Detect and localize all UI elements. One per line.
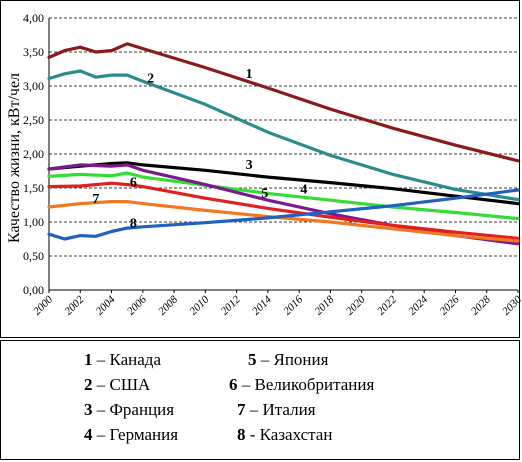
x-tick-label: 2008 bbox=[156, 293, 180, 317]
x-tick-label: 2030 bbox=[500, 293, 522, 317]
y-tick-label: 1,50 bbox=[23, 181, 44, 195]
legend-number: 8 bbox=[237, 425, 246, 444]
legend-number: 2 bbox=[84, 375, 93, 394]
y-tick-label: 0,00 bbox=[23, 283, 44, 297]
series-label-3: 3 bbox=[246, 158, 253, 173]
series-label-8: 8 bbox=[130, 216, 137, 231]
legend-label: США bbox=[109, 375, 151, 394]
series-label-4: 4 bbox=[300, 182, 307, 197]
x-tick-label: 2024 bbox=[406, 293, 430, 317]
series-line-2 bbox=[47, 69, 520, 202]
x-tick-label: 2014 bbox=[250, 293, 274, 317]
y-tick-label: 4,00 bbox=[23, 11, 44, 25]
legend-number: 7 bbox=[237, 400, 246, 419]
plot-frame bbox=[0, 0, 520, 338]
x-tick-label: 2002 bbox=[62, 293, 86, 317]
legend-number: 5 bbox=[248, 350, 257, 369]
series-label-5: 5 bbox=[261, 187, 268, 202]
y-tick-label: 0,50 bbox=[23, 249, 44, 263]
series-label-1: 1 bbox=[246, 67, 253, 82]
x-tick-label: 2026 bbox=[438, 293, 462, 317]
legend-item-4: 4 – Германия bbox=[84, 425, 179, 444]
legend-number: 4 bbox=[84, 425, 93, 444]
legend-label: Германия bbox=[109, 425, 179, 444]
series-line-7 bbox=[47, 200, 520, 243]
x-axis: 2000 2002 2004 2006 2008 2010 2012 2014 2016 2018… bbox=[31, 289, 522, 318]
legend: 1 – Канада 5 – Япония 2 – США 6 – Велико… bbox=[0, 340, 520, 460]
legend-number: 3 bbox=[84, 400, 93, 419]
legend-label: Канада bbox=[109, 350, 162, 369]
legend-number: 6 bbox=[229, 375, 238, 394]
series-line-8 bbox=[47, 188, 520, 241]
series-label-2: 2 bbox=[147, 72, 154, 87]
y-axis: 0,00 0,50 1,00 1,50 2,00 2,50 3,00 3,50 4,00 bbox=[23, 11, 50, 297]
x-tick-label: 2022 bbox=[375, 293, 399, 317]
y-tick-label: 1,00 bbox=[23, 215, 44, 229]
y-axis-title: Качество жизни, кВт/чел bbox=[6, 73, 23, 243]
y-tick-label: 3,50 bbox=[23, 45, 44, 59]
y-tick-label: 3,00 bbox=[23, 79, 44, 93]
series-line-6 bbox=[47, 181, 520, 240]
x-tick-label: 2012 bbox=[219, 293, 243, 317]
legend-label: Япония bbox=[273, 350, 329, 369]
series-line-1 bbox=[47, 42, 520, 163]
x-tick-label: 2004 bbox=[94, 293, 118, 317]
x-tick-label: 2016 bbox=[281, 293, 305, 317]
legend-label: Франция bbox=[109, 400, 175, 419]
y-tick-label: 2,50 bbox=[23, 113, 44, 127]
line-chart: 0,00 0,50 1,00 1,50 2,00 2,50 3,00 3,50 4,00 200… bbox=[6, 11, 522, 318]
legend-item-7: 7 – Италия bbox=[237, 400, 316, 419]
series-label-7: 7 bbox=[92, 192, 99, 207]
legend-label: Великобритания bbox=[254, 375, 375, 394]
x-tick-label: 2018 bbox=[312, 293, 336, 317]
grid-lines bbox=[49, 17, 518, 257]
x-tick-label: 2028 bbox=[469, 293, 493, 317]
x-tick-label: 2006 bbox=[125, 293, 149, 317]
legend-label: Италия bbox=[262, 400, 316, 419]
legend-item-1: 1 – Канада bbox=[84, 350, 162, 369]
legend-item-8: 8 - Казахстан bbox=[237, 425, 333, 444]
series-label-6: 6 bbox=[130, 176, 137, 191]
legend-number: 1 bbox=[84, 350, 93, 369]
legend-item-5: 5 – Япония bbox=[248, 350, 329, 369]
y-tick-label: 2,00 bbox=[23, 147, 44, 161]
legend-item-3: 3 – Франция bbox=[84, 400, 175, 419]
legend-item-2: 2 – США bbox=[84, 375, 151, 394]
x-tick-label: 2010 bbox=[187, 293, 211, 317]
legend-item-6: 6 – Великобритания bbox=[229, 375, 375, 394]
series-lines bbox=[47, 42, 520, 246]
x-tick-label: 2020 bbox=[344, 293, 368, 317]
series-number-labels: 1 2 3 4 5 6 7 8 bbox=[92, 67, 307, 232]
legend-label: Казахстан bbox=[259, 425, 333, 444]
